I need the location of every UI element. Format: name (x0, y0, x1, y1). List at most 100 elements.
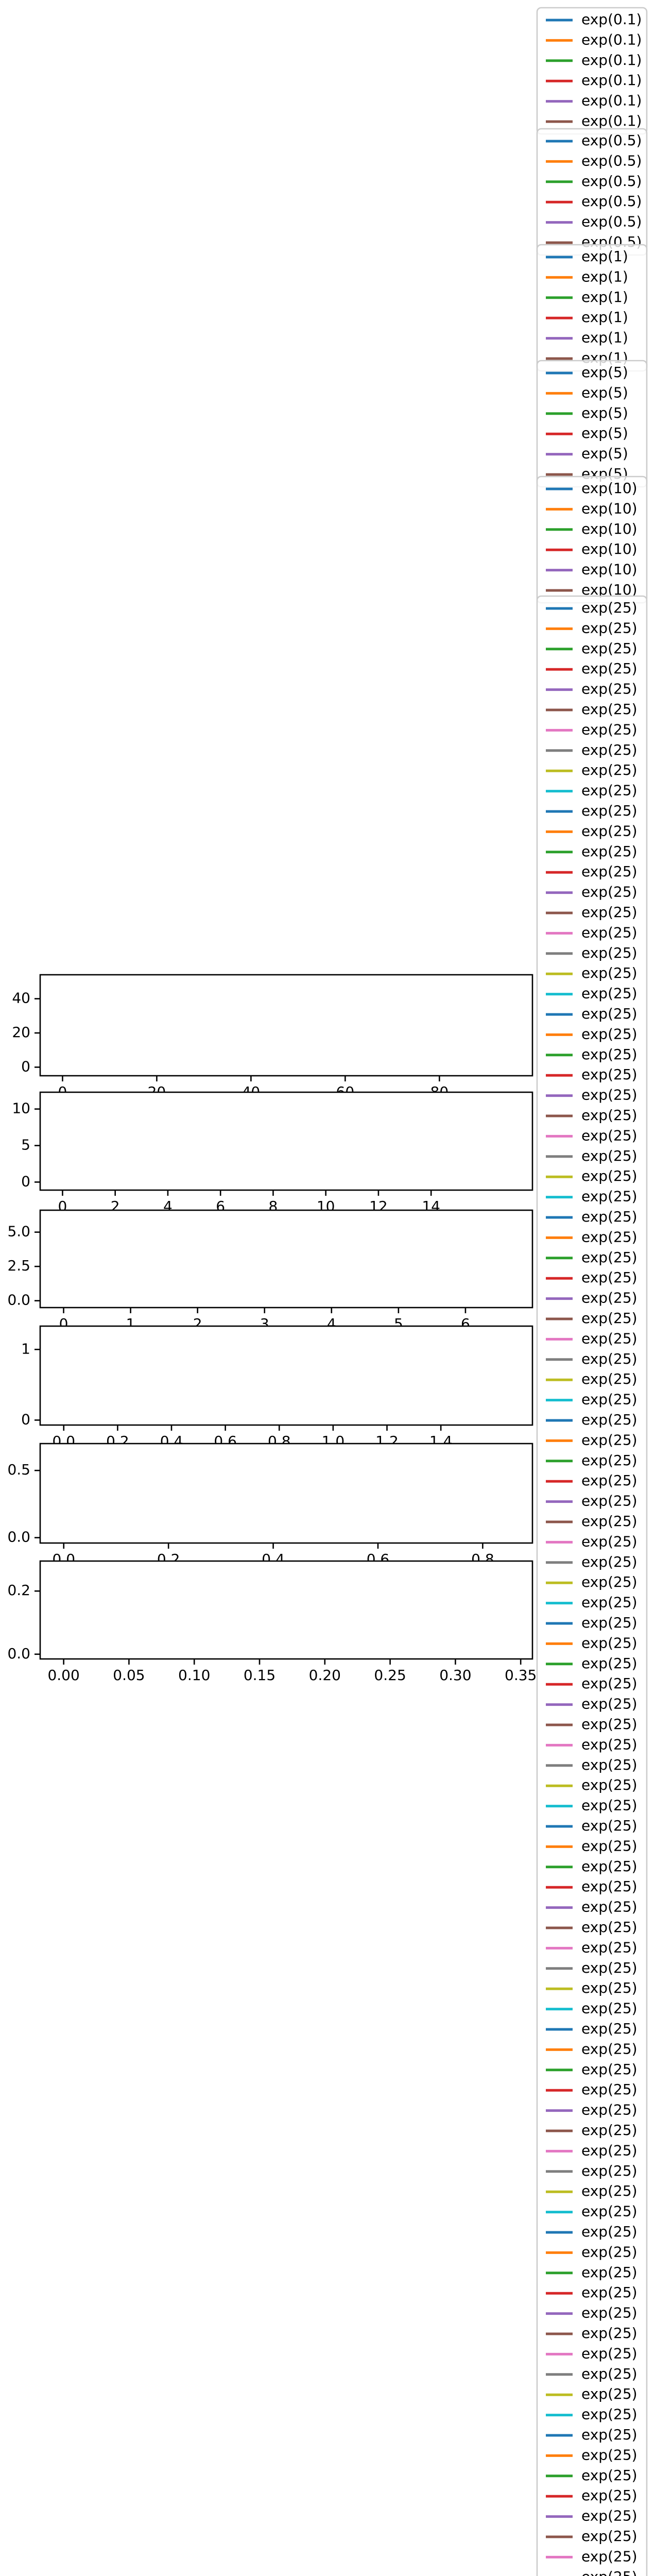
legend-label: exp(25) (581, 1025, 637, 1042)
y-tick-label: 0.2 (7, 1582, 30, 1599)
legend-label: exp(25) (581, 2020, 637, 2037)
legend-label: exp(25) (581, 2284, 637, 2301)
legend-label: exp(25) (581, 681, 637, 698)
legend-label: exp(5) (581, 404, 628, 421)
axes-frame (39, 1209, 533, 1309)
legend-label: exp(25) (581, 1979, 637, 1996)
legend-label: exp(25) (581, 1939, 637, 1956)
legend-label: exp(25) (581, 884, 637, 901)
y-tick-label: 0.0 (7, 1292, 30, 1309)
legend-label: exp(25) (581, 1005, 637, 1022)
legend-label: exp(25) (581, 761, 637, 778)
legend-label: exp(0.1) (581, 11, 642, 28)
legend-label: exp(25) (581, 2223, 637, 2240)
legend-label: exp(25) (581, 721, 637, 738)
legend-label: exp(25) (581, 964, 637, 981)
legend-label: exp(25) (581, 1614, 637, 1631)
legend-label: exp(25) (581, 1269, 637, 1286)
legend-label: exp(25) (581, 1837, 637, 1854)
legend-label: exp(25) (581, 2548, 637, 2565)
legend-label: exp(25) (581, 1127, 637, 1144)
legend-label: exp(25) (581, 1310, 637, 1327)
legend-label: exp(25) (581, 599, 637, 616)
x-tick-label: 0.00 (47, 1667, 79, 1684)
legend-label: exp(25) (581, 2264, 637, 2281)
legend-label: exp(25) (581, 1797, 637, 1814)
legend-label: exp(25) (581, 2102, 637, 2119)
axes-frame (39, 1560, 533, 1660)
legend-label: exp(10) (581, 500, 637, 517)
legend-label: exp(25) (581, 2243, 637, 2260)
legend-label: exp(25) (581, 1350, 637, 1367)
legend-label: exp(25) (581, 1493, 637, 1510)
legend-label: exp(25) (581, 1573, 637, 1590)
legend-label: exp(25) (581, 2081, 637, 2098)
y-tick-label: 0 (21, 1411, 30, 1428)
y-tick-label: 20 (12, 1024, 30, 1041)
legend-label: exp(25) (581, 944, 637, 961)
legend-label: exp(25) (581, 2487, 637, 2504)
y-tick-label: 10 (12, 1100, 30, 1117)
legend-label: exp(25) (581, 1756, 637, 1773)
legend-label: exp(25) (581, 2426, 637, 2443)
legend-label: exp(0.5) (581, 213, 642, 230)
legend-label: exp(0.1) (581, 52, 642, 69)
legend-label: exp(0.5) (581, 193, 642, 210)
legend-label: exp(0.5) (581, 132, 642, 149)
legend-label: exp(25) (581, 1188, 637, 1205)
legend-label: exp(25) (581, 802, 637, 819)
legend-label: exp(25) (581, 985, 637, 1002)
legend-label: exp(25) (581, 1553, 637, 1570)
legend-label: exp(1) (581, 248, 628, 265)
x-tick-label: 0.05 (113, 1667, 145, 1684)
legend-label: exp(25) (581, 2061, 637, 2078)
legend-label: exp(25) (581, 2467, 637, 2484)
legend-label: exp(25) (581, 1046, 637, 1063)
legend-label: exp(25) (581, 1959, 637, 1976)
x-tick-label: 0.25 (374, 1667, 406, 1684)
legend-label: exp(25) (581, 1817, 637, 1834)
axes-background (40, 1561, 532, 1659)
legend-label: exp(0.1) (581, 72, 642, 89)
legend-label: exp(1) (581, 309, 628, 326)
y-tick-label: 2.5 (7, 1257, 30, 1274)
legend-label: exp(25) (581, 1147, 637, 1164)
legend-label: exp(25) (581, 1066, 637, 1083)
legend-label: exp(0.1) (581, 92, 642, 109)
legend-label: exp(10) (581, 520, 637, 537)
legend-label: exp(25) (581, 1107, 637, 1124)
legend-label: exp(25) (581, 1208, 637, 1225)
legend-label: exp(25) (581, 1899, 637, 1916)
axes-background (40, 1092, 532, 1190)
axes-frame (39, 974, 533, 1077)
x-tick-label: 0.30 (439, 1667, 471, 1684)
x-tick-label: 0.20 (309, 1667, 341, 1684)
axes-frame (39, 1443, 533, 1544)
legend-label: exp(5) (581, 425, 628, 442)
legend-label: exp(10) (581, 480, 637, 497)
legend-label: exp(25) (581, 2568, 637, 2576)
legend-label: exp(0.1) (581, 31, 642, 48)
legend-label: exp(25) (581, 1716, 637, 1733)
y-tick-label: 0 (21, 1173, 30, 1190)
legend-label: exp(25) (581, 1858, 637, 1875)
legend-label: exp(10) (581, 581, 637, 598)
legend-label: exp(25) (581, 2365, 637, 2382)
legend-label: exp(25) (581, 1087, 637, 1104)
legend-label: exp(25) (581, 1391, 637, 1408)
legend-label: exp(25) (581, 1696, 637, 1713)
y-tick-label: 5 (21, 1137, 30, 1154)
legend-label: exp(25) (581, 2142, 637, 2159)
legend-label: exp(10) (581, 561, 637, 578)
legend-label: exp(25) (581, 2507, 637, 2524)
legend-label: exp(25) (581, 1634, 637, 1651)
legend-label: exp(25) (581, 619, 637, 636)
axes-background (40, 1210, 532, 1308)
legend-label: exp(25) (581, 924, 637, 941)
legend-label: exp(25) (581, 1290, 637, 1307)
legend-label: exp(25) (581, 1776, 637, 1793)
legend-label: exp(25) (581, 904, 637, 921)
y-tick-label: 0.0 (7, 1529, 30, 1546)
legend-label: exp(25) (581, 2182, 637, 2199)
